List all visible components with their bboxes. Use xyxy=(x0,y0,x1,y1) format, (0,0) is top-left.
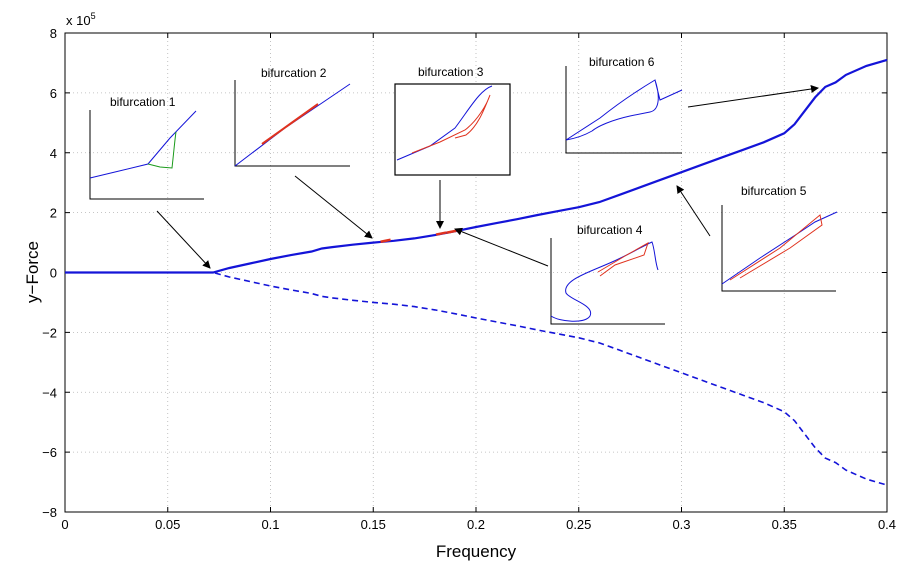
inset-label-1: bifurcation 1 xyxy=(110,95,176,109)
inset-bifurcation-2: bifurcation 2 xyxy=(234,66,351,167)
x-ticks: 0 0.05 0.1 0.15 0.2 0.25 0.3 0.35 0.4 xyxy=(61,33,896,532)
x-tick-label: 0.25 xyxy=(566,517,591,532)
y-tick-label: 4 xyxy=(50,146,57,161)
bifurcation-marker xyxy=(380,238,391,243)
y-tick-label: 2 xyxy=(50,206,57,221)
y-tick-label: −8 xyxy=(42,505,57,520)
y-tick-label: 6 xyxy=(50,86,57,101)
inset-label-2: bifurcation 2 xyxy=(261,66,327,80)
inset-2-blue-curve xyxy=(234,83,351,167)
inset-bifurcation-5: bifurcation 5 xyxy=(721,184,838,292)
x-tick-label: 0.05 xyxy=(155,517,180,532)
inset-bifurcation-3: bifurcation 3 xyxy=(394,65,511,176)
arrow-bifurcation-6 xyxy=(687,85,819,108)
inset-bifurcation-6: bifurcation 6 xyxy=(565,55,683,154)
inset-label-6: bifurcation 6 xyxy=(589,55,655,69)
inset-label-5: bifurcation 5 xyxy=(741,184,807,198)
inset-5-axes xyxy=(721,205,836,292)
inset-bifurcation-4: bifurcation 4 xyxy=(550,223,665,325)
arrow-bifurcation-1 xyxy=(156,210,211,269)
y-ticks: −8 −6 −4 −2 0 2 4 6 8 xyxy=(42,26,887,520)
arrow-bifurcation-5 xyxy=(676,185,711,237)
inset-5-red-branch xyxy=(729,214,823,281)
inset-3-blue-curve xyxy=(396,85,493,161)
inset-2-red-branch xyxy=(261,103,319,145)
x-tick-label: 0.3 xyxy=(672,517,690,532)
inset-1-blue-curve xyxy=(89,110,197,179)
bifurcation-marker xyxy=(435,231,447,236)
x-tick-label: 0.1 xyxy=(261,517,279,532)
x-tick-label: 0 xyxy=(61,517,68,532)
x-axis-label: Frequency xyxy=(436,542,517,561)
inset-6-blue-curve xyxy=(565,79,683,141)
arrow-bifurcation-4 xyxy=(454,227,549,267)
y-tick-label: −4 xyxy=(42,385,57,400)
y-tick-label: −2 xyxy=(42,325,57,340)
inset-1-green-branch xyxy=(147,131,177,169)
inset-label-3: bifurcation 3 xyxy=(418,65,484,79)
inset-bifurcation-1: bifurcation 1 xyxy=(89,95,204,200)
inset-1-axes xyxy=(89,110,204,200)
series-line-dashed xyxy=(65,271,888,486)
bifurcation-marker xyxy=(446,229,457,235)
x-tick-label: 0.2 xyxy=(467,517,485,532)
inset-4-blue-curve xyxy=(550,241,659,322)
inset-6-axes xyxy=(565,66,682,154)
inset-label-4: bifurcation 4 xyxy=(577,223,643,237)
series-line-solid xyxy=(65,58,888,274)
inset-4-red-branch xyxy=(597,241,649,277)
y-tick-label: 0 xyxy=(50,266,57,281)
y-multiplier: x 105 xyxy=(66,11,96,28)
x-tick-label: 0.4 xyxy=(878,517,896,532)
y-tick-label: 8 xyxy=(50,26,57,41)
inset-3-red-branch xyxy=(411,94,491,154)
y-axis-label: y−Force xyxy=(23,241,42,303)
y-tick-label: −6 xyxy=(42,445,57,460)
inset-4-axes xyxy=(550,238,665,325)
series-group xyxy=(65,58,888,486)
x-tick-label: 0.15 xyxy=(361,517,386,532)
x-tick-label: 0.35 xyxy=(772,517,797,532)
arrow-bifurcation-2 xyxy=(294,175,373,239)
